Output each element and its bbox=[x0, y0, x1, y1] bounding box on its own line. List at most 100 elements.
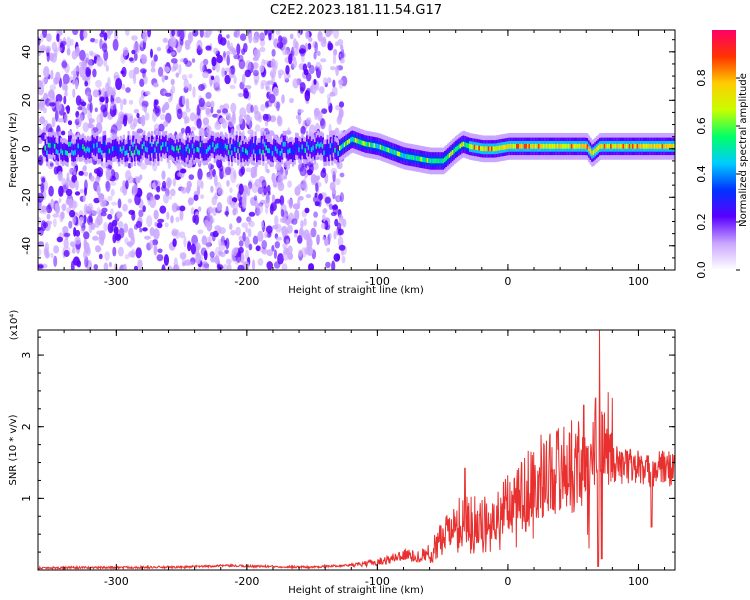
spectrogram-noise-mark bbox=[320, 118, 326, 130]
spectrogram-noise-mark bbox=[62, 226, 69, 234]
spectrogram-ridge-mark bbox=[154, 147, 157, 153]
spectrogram-ridge-mark bbox=[478, 145, 481, 151]
spectrogram-noise-mark bbox=[64, 90, 68, 97]
spectrogram-ridge-mark bbox=[606, 143, 610, 149]
spectrogram-ridge-mark bbox=[179, 145, 182, 150]
spectrogram-noise-mark bbox=[312, 40, 318, 49]
spectrogram-noise-mark bbox=[60, 40, 67, 46]
spectrogram-noise-mark bbox=[279, 217, 286, 223]
spectrogram-noise-mark bbox=[100, 211, 107, 217]
spectrogram-noise-mark bbox=[332, 79, 336, 88]
spectrogram-ridge-mark bbox=[481, 146, 484, 152]
spectrogram-ridge-mark bbox=[151, 141, 154, 147]
spectrogram-ridge-mark bbox=[512, 143, 516, 149]
spectrogram-noise-mark bbox=[306, 87, 311, 94]
spectrogram-ridge-mark bbox=[337, 151, 340, 156]
spectrogram-ridge-mark bbox=[257, 149, 260, 154]
spectrogram-noise-mark bbox=[269, 204, 274, 215]
spectrogram-noise-mark bbox=[340, 44, 344, 51]
spectrogram-noise-mark bbox=[321, 222, 326, 230]
spectrogram-ridge-mark bbox=[367, 142, 370, 147]
spectrogram-noise-mark bbox=[268, 93, 276, 104]
spectrogram-noise-mark bbox=[93, 197, 100, 204]
spectrogram-noise-mark bbox=[292, 58, 298, 69]
spectrogram-noise-mark bbox=[131, 35, 138, 41]
spectrogram-noise-mark bbox=[38, 205, 45, 214]
spectrogram-ridge-mark bbox=[75, 145, 79, 151]
spectrogram-ridge-mark bbox=[119, 146, 122, 152]
spectrogram-noise-mark bbox=[64, 83, 68, 93]
spectrogram-noise-mark bbox=[128, 250, 135, 258]
spectrogram-noise-mark bbox=[211, 56, 217, 67]
spectrogram-noise-mark bbox=[112, 233, 117, 244]
spectrogram-noise-mark bbox=[57, 171, 63, 182]
spectrogram-noise-mark bbox=[287, 180, 292, 188]
spectrogram-noise-mark bbox=[319, 86, 325, 94]
spectrogram-ridge-mark bbox=[403, 153, 406, 159]
spectrogram-noise-mark bbox=[298, 162, 305, 172]
spectrogram-ridge-mark bbox=[429, 158, 433, 164]
spectrogram-noise-mark bbox=[170, 51, 176, 56]
spectrogram-ridge-mark bbox=[256, 151, 259, 156]
spectrogram-ridge-mark bbox=[420, 156, 423, 162]
spectrogram-noise-mark bbox=[79, 216, 85, 222]
spectrogram-x-tick-label: 0 bbox=[504, 275, 511, 288]
spectrogram-noise-mark bbox=[273, 261, 281, 269]
snr-y-tick-label: 2 bbox=[20, 423, 33, 430]
spectrogram-noise-mark bbox=[220, 37, 227, 46]
spectrogram-ridge-mark bbox=[348, 138, 351, 144]
spectrogram-noise-mark bbox=[192, 30, 199, 37]
spectrogram-noise-mark bbox=[279, 195, 285, 206]
spectrogram-noise-mark bbox=[229, 84, 236, 90]
spectrogram-ridge-mark bbox=[559, 143, 563, 149]
spectrogram-noise-mark bbox=[153, 123, 160, 133]
spectrogram-noise-mark bbox=[265, 225, 273, 234]
spectrogram-noise-mark bbox=[253, 48, 261, 60]
spectrogram-noise-mark bbox=[185, 98, 190, 110]
spectrogram-ridge-mark bbox=[631, 143, 635, 149]
spectrogram-noise-mark bbox=[53, 255, 58, 267]
spectrogram-noise-mark bbox=[193, 194, 199, 201]
spectrogram-noise-mark bbox=[280, 36, 288, 45]
spectrogram-ridge-mark bbox=[346, 140, 349, 145]
spectrogram-ridge-mark bbox=[644, 143, 647, 149]
spectrogram-ridge-mark bbox=[608, 143, 611, 149]
snr-x-tick-label: 100 bbox=[628, 575, 649, 588]
spectrogram-noise-mark bbox=[117, 117, 122, 127]
spectrogram-noise-mark bbox=[74, 179, 79, 191]
spectrogram-ridge-mark bbox=[252, 149, 256, 155]
snr-x-tick-label: -300 bbox=[104, 575, 129, 588]
spectrogram-noise-mark bbox=[92, 89, 100, 98]
spectrogram-noise-mark bbox=[300, 220, 304, 229]
spectrogram-noise-mark bbox=[164, 92, 172, 97]
spectrogram-ridge-mark bbox=[577, 143, 580, 149]
spectrogram-noise-mark bbox=[237, 264, 245, 270]
spectrogram-noise-mark bbox=[196, 118, 202, 129]
spectrogram-noise-mark bbox=[113, 226, 119, 235]
spectrogram-noise-mark bbox=[132, 184, 138, 195]
spectrogram-ridge-mark bbox=[284, 141, 287, 147]
spectrogram-noise-mark bbox=[263, 199, 270, 205]
spectrogram-ridge-mark bbox=[127, 141, 130, 147]
spectrogram-noise-mark bbox=[72, 166, 77, 176]
spectrogram-ridge-mark bbox=[267, 148, 270, 153]
spectrogram-noise-mark bbox=[133, 52, 138, 61]
spectrogram-noise-mark bbox=[174, 264, 179, 270]
spectrogram-ridge-mark bbox=[545, 143, 548, 149]
spectrogram-ridge-mark bbox=[522, 143, 525, 149]
spectrogram-ridge-mark bbox=[292, 150, 295, 156]
spectrogram-ridge-mark bbox=[462, 141, 465, 147]
spectrogram-noise-mark bbox=[275, 30, 281, 36]
spectrogram-noise-mark bbox=[54, 110, 59, 122]
spectrogram-ridge-mark bbox=[642, 143, 646, 149]
spectrogram-noise-mark bbox=[229, 223, 233, 231]
spectrogram-ridge-mark bbox=[332, 141, 335, 147]
spectrogram-noise-mark bbox=[64, 113, 69, 124]
spectrogram-noise-mark bbox=[90, 175, 95, 182]
spectrogram-noise-mark bbox=[248, 220, 255, 228]
spectrogram-ridge-mark bbox=[213, 147, 216, 152]
spectrogram-noise-mark bbox=[189, 112, 196, 122]
spectrogram-noise-mark bbox=[247, 228, 252, 238]
spectrogram-ridge-mark bbox=[187, 144, 190, 149]
